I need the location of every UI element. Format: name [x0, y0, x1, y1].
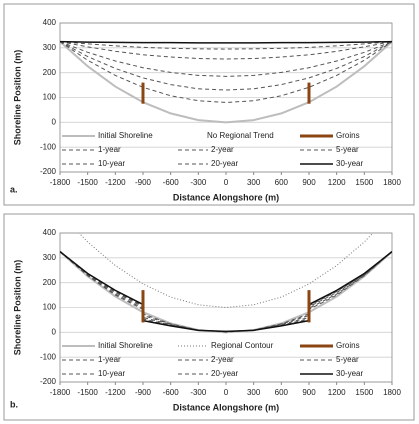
- x-tick-label: -600: [163, 388, 180, 397]
- legend-label: 1-year: [98, 355, 121, 364]
- y-tick-label: 400: [43, 18, 57, 27]
- series-line: [60, 40, 392, 124]
- legend-label: 10-year: [98, 369, 125, 378]
- y-tick-label: 100: [43, 93, 57, 102]
- x-tick-label: -900: [135, 178, 152, 187]
- panel-label: b.: [10, 399, 18, 409]
- y-tick-label: 300: [43, 253, 57, 262]
- legend-label: 2-year: [211, 355, 234, 364]
- legend-label: Regional Contour: [211, 341, 274, 350]
- legend-label: Initial Shoreline: [98, 341, 153, 350]
- y-tick-label: -200: [40, 167, 57, 176]
- x-tick-label: 0: [224, 178, 229, 187]
- legend-label: 1-year: [98, 145, 121, 154]
- legend-label: 5-year: [336, 355, 359, 364]
- x-tick-label: -1500: [77, 178, 98, 187]
- y-axis-label: Shoreline Position (m): [12, 260, 22, 356]
- y-tick-label: -100: [40, 352, 57, 361]
- series-line: [60, 41, 392, 50]
- legend-label: Groins: [336, 131, 360, 140]
- x-tick-label: -900: [135, 388, 152, 397]
- series-line: [60, 41, 392, 91]
- series-line: [60, 41, 392, 103]
- series-line: [60, 40, 392, 44]
- panel-label: a.: [10, 184, 18, 194]
- y-tick-label: 200: [43, 68, 57, 77]
- series-line: [60, 251, 392, 333]
- x-tick-label: 900: [302, 178, 316, 187]
- x-tick-label: -1200: [105, 388, 126, 397]
- x-tick-label: 1500: [355, 178, 373, 187]
- x-tick-label: 900: [302, 388, 316, 397]
- x-tick-label: -1200: [105, 178, 126, 187]
- x-tick-label: 1500: [355, 388, 373, 397]
- y-tick-label: 200: [43, 278, 57, 287]
- y-tick-label: 300: [43, 43, 57, 52]
- y-tick-label: 0: [52, 117, 57, 126]
- panel-frame: [3, 213, 415, 421]
- series-line: [60, 41, 392, 60]
- legend-label: 20-year: [211, 369, 238, 378]
- x-tick-label: 600: [275, 178, 289, 187]
- legend-label: 30-year: [336, 369, 363, 378]
- legend-label: 30-year: [336, 159, 363, 168]
- x-tick-label: -1800: [50, 178, 71, 187]
- x-tick-label: 300: [247, 178, 261, 187]
- panel-frame: [3, 3, 415, 206]
- x-tick-label: -300: [190, 388, 207, 397]
- x-tick-label: 1800: [383, 178, 401, 187]
- series-line: [60, 251, 392, 333]
- legend-label: 5-year: [336, 145, 359, 154]
- x-axis-label: Distance Alongshore (m): [173, 402, 279, 412]
- legend-label: No Regional Trend: [207, 131, 274, 140]
- y-tick-label: 400: [43, 228, 57, 237]
- series-line: [60, 251, 392, 333]
- y-tick-label: 100: [43, 303, 57, 312]
- legend-label: 10-year: [98, 159, 125, 168]
- y-tick-label: -100: [40, 142, 57, 151]
- y-tick-label: 0: [52, 327, 57, 336]
- x-tick-label: 1200: [328, 178, 346, 187]
- x-axis-label: Distance Alongshore (m): [173, 192, 279, 202]
- legend-label: Initial Shoreline: [98, 131, 153, 140]
- x-tick-label: -300: [190, 178, 207, 187]
- y-tick-label: -200: [40, 377, 57, 386]
- x-tick-label: -1800: [50, 388, 71, 397]
- x-tick-label: -1500: [77, 388, 98, 397]
- x-tick-label: 1800: [383, 388, 401, 397]
- legend-label: 20-year: [211, 159, 238, 168]
- legend-label: 2-year: [211, 145, 234, 154]
- plot-area: [60, 233, 392, 334]
- y-axis-label: Shoreline Position (m): [12, 50, 22, 146]
- series-line: [60, 41, 392, 77]
- x-tick-label: 0: [224, 388, 229, 397]
- x-tick-label: 600: [275, 388, 289, 397]
- x-tick-label: -600: [163, 178, 180, 187]
- x-tick-label: 300: [247, 388, 261, 397]
- legend-label: Groins: [336, 341, 360, 350]
- x-tick-label: 1200: [328, 388, 346, 397]
- plot-area: [60, 40, 392, 124]
